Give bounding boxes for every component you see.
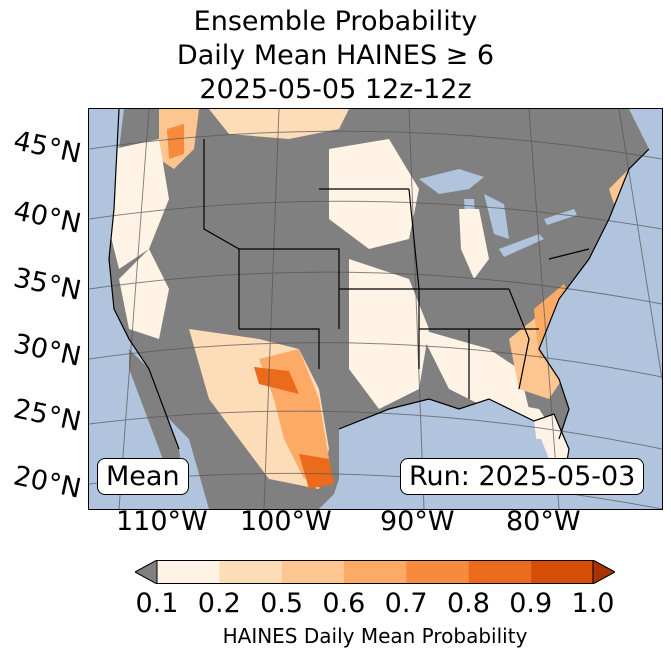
colorbar-segment <box>406 560 469 584</box>
mean-label-box: Mean <box>97 458 189 495</box>
map-canvas <box>89 109 662 509</box>
colorbar-segment <box>219 560 282 584</box>
baja-peninsula <box>129 349 184 489</box>
colorbar-tick-label: 0.6 <box>322 588 366 619</box>
colorbar <box>135 560 615 584</box>
colorbar-tick-label: 1.0 <box>571 588 615 619</box>
pacific-ocean <box>89 109 184 509</box>
title-line-3: 2025-05-05 12z-12z <box>199 74 472 105</box>
lon-label-110w: 110°W <box>116 506 208 537</box>
colorbar-tick-label: 0.7 <box>384 588 428 619</box>
colorbar-segment <box>468 560 531 584</box>
lon-label-100w: 100°W <box>240 506 332 537</box>
colorbar-tick-label: 0.1 <box>135 588 179 619</box>
colorbar-segment <box>157 560 220 584</box>
colorbar-segment <box>530 560 593 584</box>
colorbar-tick-label: 0.8 <box>446 588 490 619</box>
colorbar-segment <box>343 560 407 584</box>
lat-label-20n: 20°N <box>10 460 84 505</box>
lat-label-30n: 30°N <box>10 328 84 373</box>
lake-huron <box>484 194 509 239</box>
colorbar-tick-label: 0.5 <box>260 588 304 619</box>
lake-superior <box>419 169 484 194</box>
lat-label-25n: 25°N <box>10 393 84 438</box>
atlantic-ocean <box>539 109 662 509</box>
colorbar-over-arrow <box>592 560 615 584</box>
run-date-box: Run: 2025-05-03 <box>400 458 645 495</box>
lat-label-35n: 35°N <box>10 262 84 307</box>
state-borders <box>203 139 590 399</box>
colorbar-tick-label: 0.2 <box>197 588 241 619</box>
colorbar-segment <box>281 560 344 584</box>
lon-label-90w: 90°W <box>380 506 455 537</box>
colorbar-label: HAINES Daily Mean Probability <box>222 624 528 648</box>
title-line-2: Daily Mean HAINES ≥ 6 <box>176 40 495 71</box>
lat-label-40n: 40°N <box>10 195 84 240</box>
lake-erie <box>499 234 544 257</box>
colorbar-under-arrow <box>135 560 158 584</box>
coastline <box>108 109 650 480</box>
map-panel <box>88 108 663 510</box>
lake-ontario <box>544 209 577 225</box>
lat-label-45n: 45°N <box>10 125 84 170</box>
lon-label-80w: 80°W <box>506 506 581 537</box>
colorbar-tick-label: 0.9 <box>509 588 553 619</box>
title-line-1: Ensemble Probability <box>193 6 478 37</box>
